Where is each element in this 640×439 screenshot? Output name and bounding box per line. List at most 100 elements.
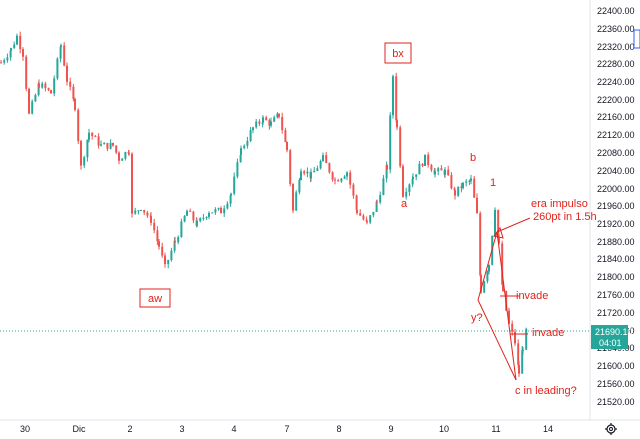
- y-tick-label: 22360.00: [597, 24, 635, 34]
- candle-body: [265, 117, 268, 121]
- candle-body: [488, 264, 490, 272]
- candle-body: [170, 250, 173, 261]
- candle-body: [408, 184, 411, 192]
- era-impulso-label: era impulso: [531, 198, 588, 210]
- candle-body: [395, 76, 398, 121]
- candle-body: [405, 191, 408, 197]
- candle-body: [331, 172, 334, 180]
- candle-body: [511, 323, 514, 332]
- x-tick-label: 30: [20, 424, 30, 434]
- era-impulso-pointer[interactable]: [496, 217, 531, 233]
- y-tick-label: 22320.00: [597, 42, 635, 52]
- x-tick-label: 2: [127, 424, 132, 434]
- scale-edge-marker[interactable]: [633, 29, 640, 49]
- bx-label: bx: [392, 48, 404, 60]
- candle-body: [502, 284, 504, 291]
- y-tick-label: 22000.00: [597, 184, 635, 194]
- candle-body: [28, 88, 30, 114]
- candle-body: [525, 328, 528, 350]
- x-tick-label: Dic: [73, 424, 86, 434]
- candle-body: [97, 136, 100, 146]
- candle-body: [359, 213, 362, 216]
- candle-body: [44, 83, 47, 89]
- y-tick-label: 22120.00: [597, 130, 635, 140]
- aw-label-box[interactable]: [139, 288, 171, 308]
- candle-body: [88, 132, 90, 140]
- candle-body: [177, 237, 180, 243]
- candle-body: [25, 56, 28, 89]
- trendline-y-to-1[interactable]: [477, 231, 498, 301]
- candle-body: [94, 136, 97, 138]
- candle-body: [352, 184, 355, 196]
- y-tick-label: 21920.00: [597, 219, 635, 229]
- candle-body: [392, 76, 394, 116]
- x-tick-label: 3: [179, 424, 184, 434]
- candle-body: [164, 255, 166, 265]
- bx-label-box[interactable]: [384, 42, 412, 64]
- candle-body: [437, 168, 440, 172]
- candle-body: [440, 168, 443, 171]
- candle-body: [313, 170, 316, 173]
- candle-body: [118, 152, 120, 161]
- gear-icon[interactable]: [605, 423, 617, 435]
- candle-body: [249, 130, 252, 141]
- candle-body: [292, 184, 294, 211]
- candle-body: [10, 48, 12, 51]
- drawn-trendlines[interactable]: [477, 217, 531, 381]
- candle-body: [494, 209, 496, 236]
- trendline-y-to-c[interactable]: [477, 299, 517, 381]
- candle-body: [399, 127, 402, 167]
- y-tick-label: 21560.00: [597, 379, 635, 389]
- candle-body: [518, 364, 520, 374]
- candle-body: [233, 176, 236, 194]
- time-axis[interactable]: 30 Dic 2 3 4 7 8 9 10 11 14: [20, 424, 553, 434]
- candle-body: [514, 331, 516, 344]
- candle-body: [322, 155, 324, 162]
- candle-body: [208, 213, 210, 217]
- candle-body: [134, 210, 137, 214]
- candle-body: [56, 58, 59, 79]
- candle-body: [9, 50, 12, 58]
- candle-body: [517, 343, 520, 365]
- candle-body: [300, 171, 302, 181]
- candle-body: [16, 35, 18, 45]
- candle-body: [379, 194, 382, 203]
- candle-body: [273, 117, 276, 122]
- wave-b-label: b: [470, 152, 476, 164]
- candle-body: [146, 212, 149, 216]
- candle-body: [205, 216, 208, 218]
- candle-body: [508, 310, 510, 324]
- candle-body: [447, 169, 450, 176]
- x-tick-label: 9: [388, 424, 393, 434]
- candle-body: [278, 113, 280, 117]
- candle-body: [258, 121, 261, 124]
- candle-body: [137, 210, 140, 212]
- era-impulso-detail-label: 260pt in 1.5h: [533, 211, 597, 223]
- candle-body: [83, 157, 86, 166]
- candle-body: [121, 158, 124, 161]
- candle-body: [156, 230, 159, 242]
- candle-body: [372, 211, 375, 216]
- trendline-1-to-c[interactable]: [496, 231, 517, 381]
- candle-body: [501, 243, 504, 285]
- plot-area[interactable]: [0, 0, 590, 420]
- candle-body: [53, 78, 56, 94]
- candle-body: [109, 142, 112, 149]
- candle-body: [325, 155, 328, 164]
- candle-body: [63, 45, 66, 66]
- candle-body: [281, 116, 284, 131]
- y-tick-label: 21800.00: [597, 272, 635, 282]
- candle-body: [77, 109, 80, 142]
- candle-body: [457, 186, 460, 196]
- y-tick-label: 21840.00: [597, 254, 635, 264]
- candle-body: [211, 212, 214, 214]
- candle-body: [402, 166, 404, 197]
- candle-body: [362, 215, 365, 220]
- candle-body: [385, 165, 388, 179]
- invade-label-1: invade: [516, 290, 548, 302]
- candle-body: [131, 153, 133, 214]
- candle-body: [50, 90, 52, 94]
- y-tick-label: 22160.00: [597, 112, 635, 122]
- bar-countdown: 04:01: [599, 338, 622, 348]
